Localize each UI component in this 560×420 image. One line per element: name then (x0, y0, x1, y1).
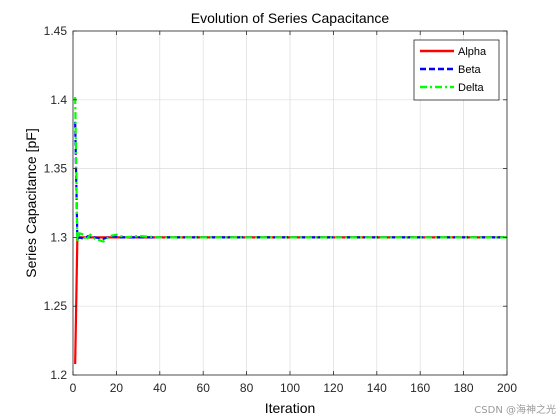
chart-title: Evolution of Series Capacitance (191, 10, 390, 26)
legend: Alpha Beta Delta (413, 39, 500, 101)
y-tick-label: 1.3 (50, 230, 67, 244)
legend-label-beta: Beta (458, 64, 482, 76)
watermark: CSDN @海神之光 (474, 403, 556, 416)
x-tick-label: 60 (197, 381, 211, 395)
y-tick-label: 1.4 (50, 93, 67, 107)
y-axis-label: Series Capacitance [pF] (23, 128, 39, 277)
y-tick-label: 1.2 (50, 368, 67, 382)
series-layer (74, 97, 507, 365)
y-tick-label: 1.25 (44, 299, 68, 313)
legend-box (413, 39, 500, 101)
x-tick-label: 160 (410, 381, 430, 395)
x-tick-labels: 0 20 40 60 80 100 120 140 160 180 200 (70, 381, 518, 395)
x-tick-label: 80 (240, 381, 254, 395)
y-tick-labels: 1.2 1.25 1.3 1.35 1.4 1.45 (44, 24, 68, 382)
x-tick-label: 40 (153, 381, 167, 395)
x-tick-label: 200 (497, 381, 517, 395)
tick-marks (72, 30, 508, 376)
y-tick-label: 1.35 (44, 162, 68, 176)
x-axis-label: Iteration (265, 400, 316, 416)
x-tick-label: 0 (70, 381, 77, 395)
x-tick-label: 100 (280, 381, 300, 395)
y-tick-label: 1.45 (44, 24, 68, 38)
x-tick-label: 180 (454, 381, 474, 395)
series-line-delta (74, 97, 507, 243)
legend-label-delta: Delta (458, 82, 485, 94)
x-tick-label: 20 (110, 381, 124, 395)
x-tick-label: 140 (367, 381, 387, 395)
x-tick-label: 120 (323, 381, 343, 395)
legend-label-alpha: Alpha (458, 46, 487, 58)
